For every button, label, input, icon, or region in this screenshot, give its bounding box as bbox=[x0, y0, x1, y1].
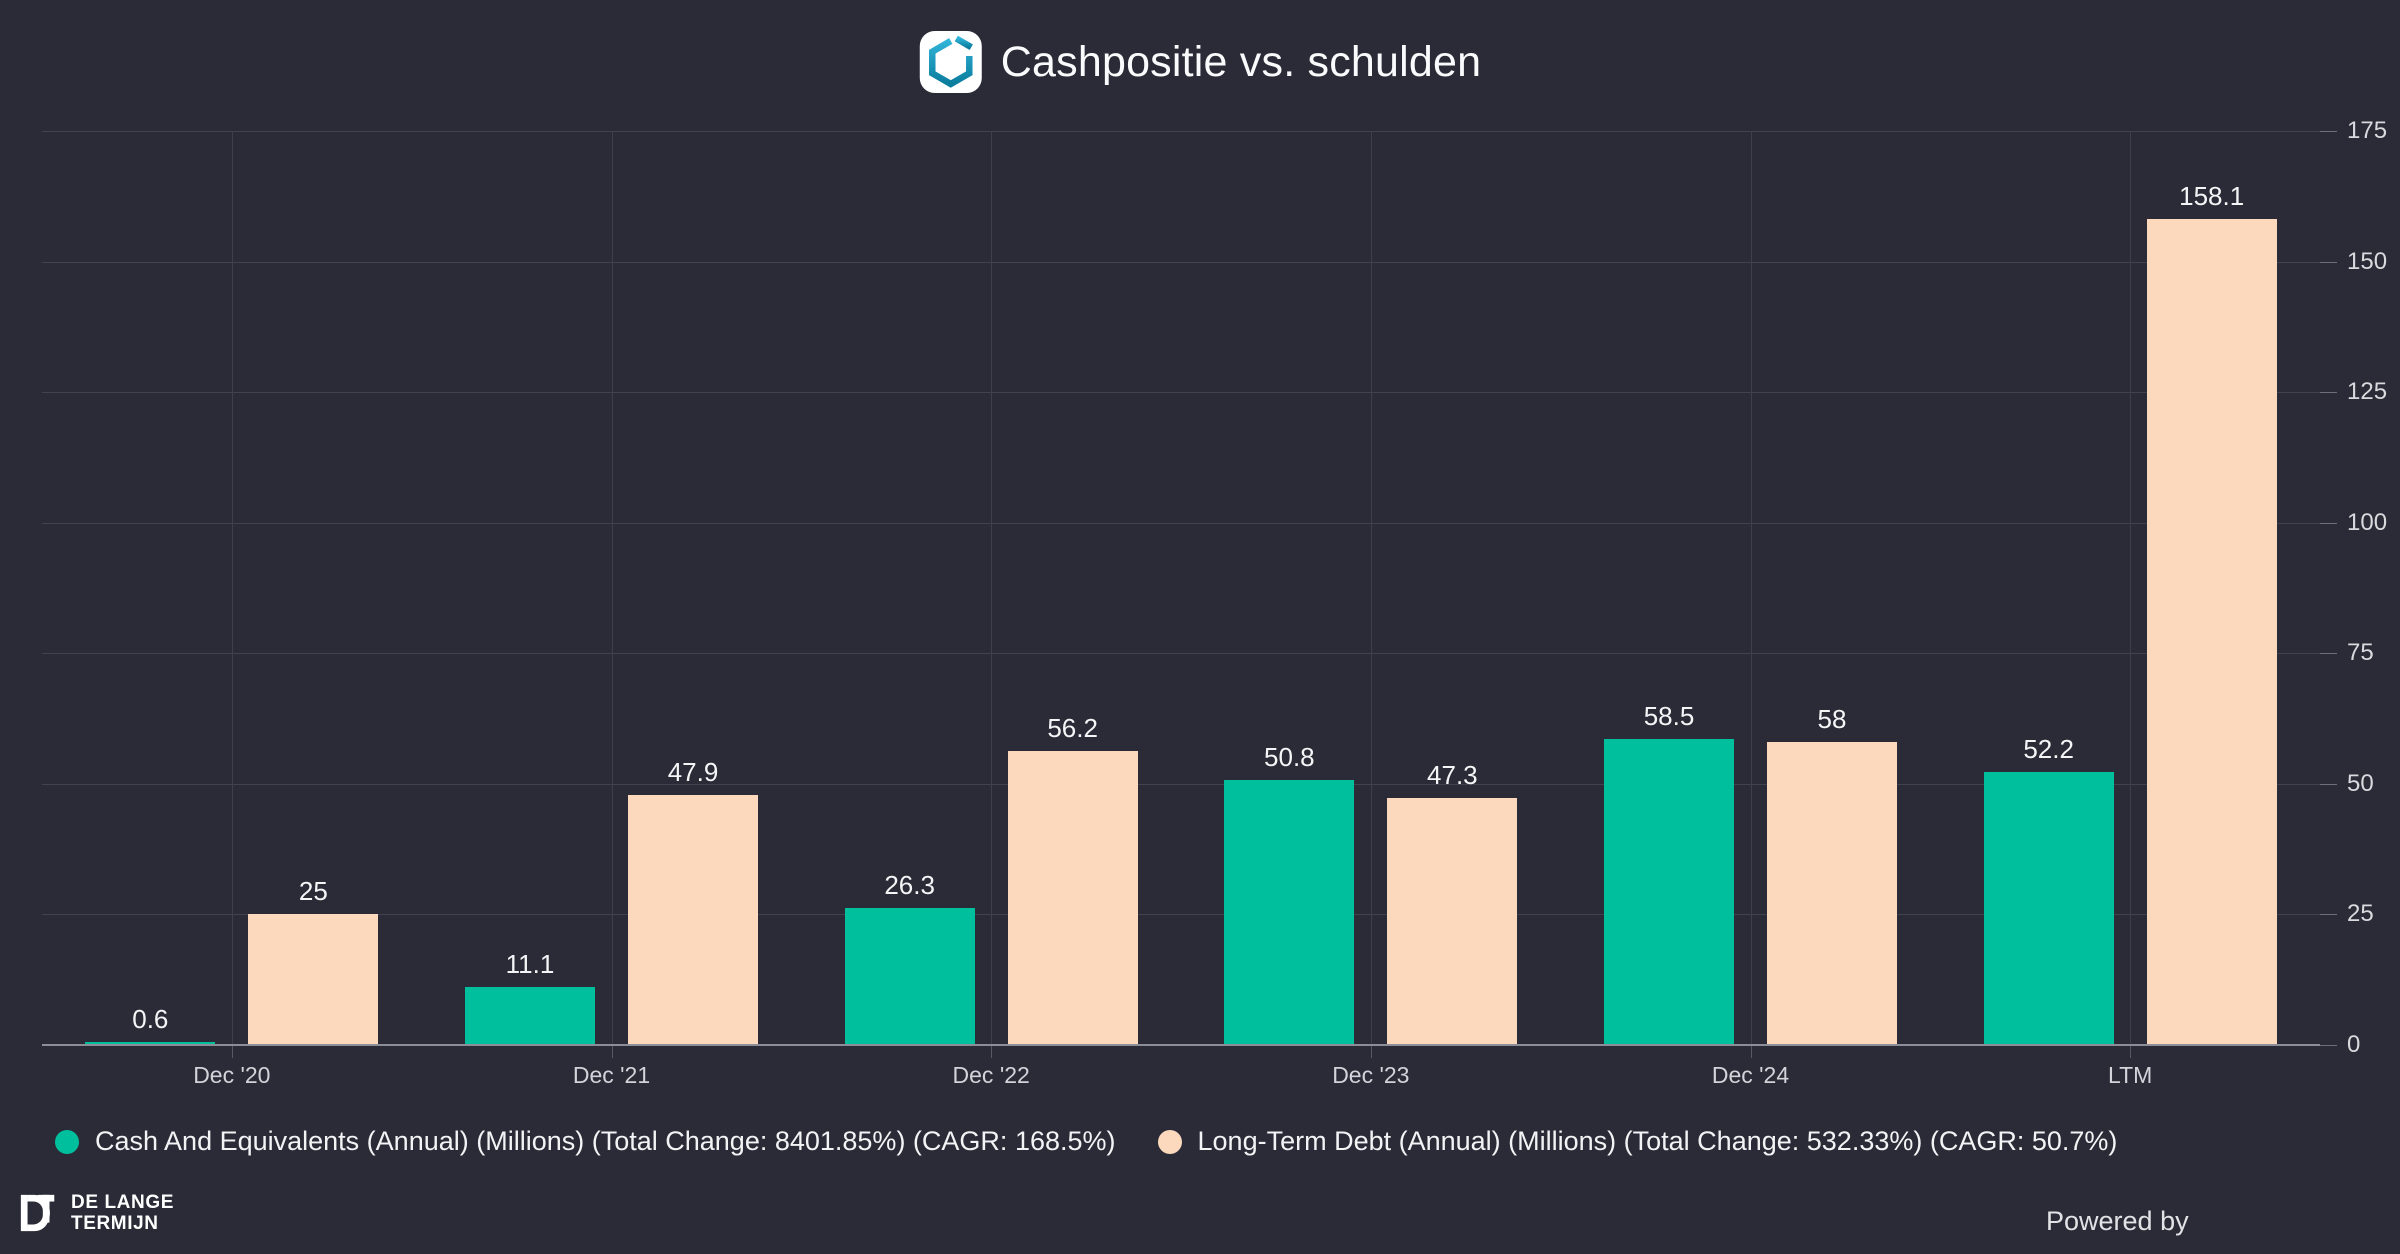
bar-debt[interactable] bbox=[1387, 798, 1518, 1045]
bar-value-label: 52.2 bbox=[2023, 734, 2074, 764]
hgrid-line bbox=[42, 653, 2320, 655]
brand-line-1: DE LANGE bbox=[71, 1192, 174, 1213]
bar-cash[interactable] bbox=[85, 1042, 216, 1045]
bar-debt[interactable] bbox=[628, 795, 758, 1045]
bar-value-label: 11.1 bbox=[505, 949, 555, 979]
y-axis-tick bbox=[2320, 653, 2337, 655]
legend-label-cash: Cash And Equivalents (Annual) (Millions)… bbox=[95, 1126, 1116, 1156]
vgrid-line bbox=[991, 131, 993, 1045]
y-axis-tick bbox=[2320, 522, 2337, 524]
bar-cash[interactable] bbox=[465, 987, 595, 1045]
bar-debt[interactable] bbox=[1767, 742, 1897, 1045]
legend-item-cash[interactable]: Cash And Equivalents (Annual) (Millions)… bbox=[55, 1126, 1116, 1157]
x-axis-tick bbox=[231, 1045, 233, 1058]
bar-debt[interactable] bbox=[2146, 219, 2277, 1045]
y-axis-tick bbox=[2320, 392, 2337, 394]
y-axis-label: 25 bbox=[2347, 900, 2374, 928]
hgrid-line bbox=[42, 522, 2320, 524]
x-axis-tick bbox=[991, 1045, 993, 1058]
bar-cash[interactable] bbox=[1224, 780, 1355, 1045]
brand-footer: DE LANGE TERMIJN bbox=[18, 1190, 174, 1236]
y-axis-label: 0 bbox=[2347, 1031, 2361, 1058]
x-axis-label: Dec '24 bbox=[1711, 1062, 1790, 1088]
y-axis-tick bbox=[2320, 1045, 2337, 1046]
vgrid-line bbox=[1750, 131, 1752, 1045]
legend: Cash And Equivalents (Annual) (Millions)… bbox=[55, 1126, 2117, 1157]
vgrid-line bbox=[1370, 131, 1372, 1045]
x-axis-tick bbox=[2130, 1045, 2132, 1058]
y-axis-tick bbox=[2320, 261, 2337, 263]
x-axis-tick bbox=[611, 1045, 613, 1058]
x-axis-tick bbox=[1370, 1045, 1372, 1058]
bar-value-label: 58 bbox=[1817, 704, 1847, 734]
y-axis-label: 150 bbox=[2347, 247, 2388, 275]
vgrid-line bbox=[611, 131, 613, 1045]
y-axis-label: 175 bbox=[2347, 117, 2388, 144]
y-axis-label: 125 bbox=[2347, 378, 2388, 406]
bar-cash[interactable] bbox=[1983, 772, 2114, 1045]
brand-name: DE LANGE TERMIJN bbox=[71, 1192, 174, 1234]
hgrid-line bbox=[42, 392, 2320, 394]
y-axis-tick bbox=[2320, 131, 2337, 132]
hgrid-line bbox=[42, 261, 2320, 263]
vgrid-line bbox=[2130, 131, 2132, 1045]
bar-debt[interactable] bbox=[1007, 751, 1138, 1045]
bar-cash[interactable] bbox=[1604, 739, 1734, 1045]
y-axis-label: 100 bbox=[2347, 508, 2388, 536]
bar-value-label: 26.3 bbox=[884, 870, 935, 900]
y-axis-tick bbox=[2320, 914, 2337, 916]
bar-value-label: 25 bbox=[298, 876, 328, 906]
x-axis-label: Dec '23 bbox=[1332, 1062, 1410, 1088]
legend-label-debt: Long-Term Debt (Annual) (Millions) (Tota… bbox=[1197, 1126, 2118, 1156]
vgrid-line bbox=[231, 131, 233, 1045]
chart-header: Cashpositie vs. schulden bbox=[919, 30, 1481, 94]
bar-value-label: 58.5 bbox=[1643, 701, 1695, 731]
x-axis-label: LTM bbox=[2108, 1062, 2153, 1088]
powered-by-label: Powered by bbox=[2046, 1206, 2189, 1236]
dlt-logo-icon bbox=[20, 1194, 55, 1232]
bar-cash[interactable] bbox=[844, 908, 975, 1045]
brand-line-2: TERMIJN bbox=[71, 1213, 159, 1234]
bar-value-label: 47.9 bbox=[667, 757, 719, 787]
y-axis-label: 75 bbox=[2347, 639, 2374, 667]
cash-series-marker-icon bbox=[55, 1129, 79, 1154]
bar-value-label: 158.1 bbox=[2179, 181, 2245, 211]
debt-series-marker-icon bbox=[1157, 1129, 1182, 1154]
hgrid-line bbox=[42, 131, 2320, 132]
page-title: Cashpositie vs. schulden bbox=[1000, 37, 1482, 86]
y-axis-tick bbox=[2320, 783, 2337, 785]
y-axis-label: 50 bbox=[2347, 769, 2374, 797]
x-axis-line bbox=[42, 1044, 2320, 1046]
hgrid-line bbox=[42, 783, 2320, 785]
x-axis-label: Dec '21 bbox=[572, 1062, 651, 1088]
legend-item-debt[interactable]: Long-Term Debt (Annual) (Millions) (Tota… bbox=[1157, 1126, 2118, 1157]
x-axis-label: Dec '22 bbox=[952, 1062, 1030, 1088]
app-logo-icon bbox=[919, 31, 982, 93]
hgrid-line bbox=[42, 914, 2320, 916]
bar-value-label: 56.2 bbox=[1047, 713, 1098, 743]
x-axis-label: Dec '20 bbox=[193, 1062, 271, 1088]
bar-value-label: 47.3 bbox=[1427, 760, 1478, 790]
x-axis-tick bbox=[1750, 1045, 1752, 1058]
bar-value-label: 50.8 bbox=[1264, 742, 1315, 772]
bar-debt[interactable] bbox=[248, 914, 379, 1045]
bar-value-label: 0.6 bbox=[132, 1004, 169, 1034]
